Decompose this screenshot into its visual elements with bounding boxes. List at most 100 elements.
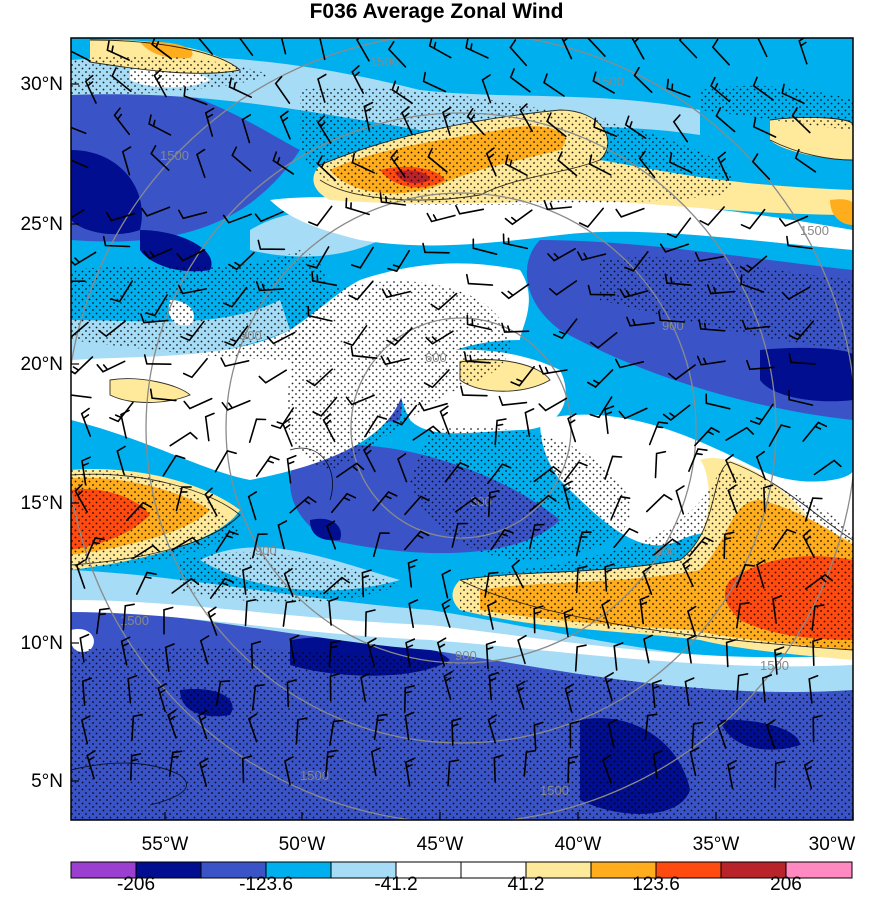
wind-barb bbox=[222, 213, 252, 224]
wind-barb bbox=[397, 453, 408, 483]
wind-barb bbox=[509, 39, 528, 67]
wind-barb bbox=[504, 154, 528, 176]
wind-barb bbox=[345, 394, 375, 406]
wind-barb bbox=[615, 358, 645, 369]
wind-barb bbox=[130, 753, 142, 781]
wind-barb bbox=[798, 38, 808, 65]
lat-label-5n: 5°N bbox=[31, 771, 63, 792]
wind-barb bbox=[485, 147, 497, 177]
wind-barb bbox=[162, 454, 186, 477]
wind-barbs bbox=[71, 38, 842, 790]
wind-barb bbox=[466, 273, 494, 286]
wind-barb bbox=[750, 403, 774, 426]
wind-barb bbox=[136, 571, 157, 595]
wind-barb bbox=[151, 38, 173, 60]
wind-barb bbox=[808, 675, 819, 704]
wind-barb bbox=[316, 115, 332, 144]
wind-barb bbox=[653, 538, 681, 556]
wind-barb bbox=[386, 327, 413, 347]
wind-barb bbox=[666, 78, 691, 98]
wind-barb bbox=[307, 305, 333, 322]
wind-barb bbox=[460, 385, 488, 397]
wind-barb bbox=[804, 573, 833, 590]
wind-barb bbox=[740, 208, 766, 230]
wind-barb bbox=[658, 310, 686, 323]
wind-barb bbox=[502, 233, 528, 250]
wind-barb bbox=[71, 40, 91, 62]
wind-barb bbox=[802, 421, 828, 442]
wind-barb bbox=[592, 71, 615, 94]
wind-barb bbox=[423, 369, 450, 389]
wind-barb bbox=[487, 714, 497, 744]
wind-barb bbox=[175, 486, 192, 512]
wind-barb bbox=[163, 606, 174, 635]
wind-barb bbox=[533, 605, 544, 634]
wind-barb bbox=[466, 108, 485, 135]
wind-barb bbox=[487, 490, 500, 518]
wind-barb bbox=[533, 721, 544, 750]
wind-barb bbox=[487, 463, 512, 485]
wind-barb bbox=[390, 149, 406, 178]
wind-barb bbox=[251, 684, 265, 711]
wind-barb bbox=[577, 251, 607, 261]
wind-barb bbox=[209, 577, 235, 599]
svg-text:900: 900 bbox=[655, 544, 677, 559]
wind-barb bbox=[71, 394, 92, 399]
wind-barb bbox=[122, 603, 135, 631]
wind-barb bbox=[329, 719, 344, 746]
svg-text:1500: 1500 bbox=[370, 54, 399, 69]
wind-barb bbox=[141, 206, 171, 217]
wind-barb bbox=[498, 395, 528, 406]
colorbar-label: 123.6 bbox=[632, 874, 680, 895]
wind-barb bbox=[666, 217, 692, 239]
wind-barb bbox=[258, 369, 287, 384]
wind-barb bbox=[362, 443, 376, 473]
axis-ticks bbox=[71, 83, 854, 820]
wind-barb bbox=[282, 600, 297, 627]
wind-barb bbox=[710, 76, 731, 103]
lat-label-25n: 25°N bbox=[20, 214, 63, 235]
wind-barb bbox=[196, 148, 206, 178]
wind-barb bbox=[404, 757, 415, 787]
wind-barb bbox=[322, 413, 336, 443]
wind-barb bbox=[601, 599, 611, 629]
wind-barb bbox=[590, 332, 618, 349]
wind-barb bbox=[794, 148, 817, 173]
wind-barb bbox=[164, 643, 175, 672]
wind-barb bbox=[145, 294, 168, 317]
svg-text:1500: 1500 bbox=[760, 658, 789, 673]
wind-barb bbox=[757, 38, 768, 58]
wind-barb bbox=[510, 365, 535, 387]
wind-barb bbox=[774, 760, 786, 789]
wind-barb bbox=[387, 249, 410, 273]
wind-barb bbox=[207, 606, 218, 636]
wind-barb bbox=[86, 750, 96, 780]
plot-area: 300 600 900 900 900 900 900 1500 1500 15… bbox=[71, 38, 853, 820]
wind-barb bbox=[257, 239, 286, 251]
wind-barb bbox=[247, 491, 258, 521]
lon-label-55w: 55°W bbox=[141, 834, 189, 855]
wind-barb bbox=[613, 527, 639, 548]
wind-barb bbox=[642, 565, 653, 595]
wind-barb bbox=[367, 637, 377, 667]
wind-barb bbox=[286, 679, 297, 708]
wind-barb bbox=[725, 453, 737, 483]
wind-barb bbox=[272, 151, 295, 175]
wind-barb bbox=[619, 288, 649, 299]
wind-barb bbox=[169, 431, 198, 447]
wind-barb bbox=[283, 568, 294, 598]
wind-barb bbox=[345, 197, 370, 216]
wind-barb bbox=[71, 251, 97, 266]
wind-barb bbox=[307, 246, 330, 269]
wind-barb bbox=[567, 413, 577, 443]
wind-barb bbox=[765, 719, 776, 749]
wind-barb bbox=[672, 114, 689, 143]
wind-barb bbox=[648, 421, 669, 446]
wind-barb bbox=[486, 600, 497, 630]
wind-barb bbox=[106, 40, 130, 61]
svg-text:1500: 1500 bbox=[800, 223, 829, 238]
wind-barb bbox=[493, 754, 504, 783]
wind-barb bbox=[675, 485, 685, 515]
wind-barb bbox=[355, 38, 370, 62]
wind-barb bbox=[444, 461, 470, 483]
